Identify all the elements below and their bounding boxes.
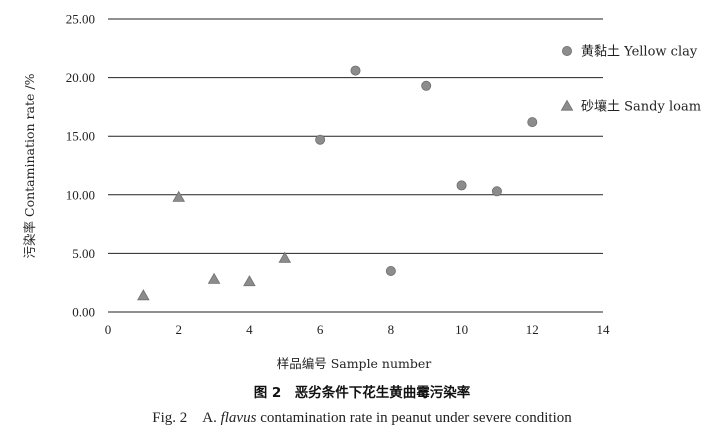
- data-point-sandy-loam: [278, 251, 292, 263]
- legend-label: 砂壤土 Sandy loam: [581, 99, 701, 115]
- y-axis-title: 污染率 Contamination rate /%: [22, 73, 37, 258]
- figure-caption-en: Fig. 2 A. flavus contamination rate in p…: [152, 410, 572, 426]
- y-tick-label: 25.00: [66, 12, 95, 27]
- data-point-yellow-clay: [456, 180, 467, 191]
- data-point-yellow-clay: [491, 186, 502, 197]
- data-point-yellow-clay: [421, 80, 432, 91]
- x-tick-labels: 0 2 4 6 8 10 12 14: [105, 322, 610, 337]
- data-points: [137, 65, 538, 301]
- grid-lines: [108, 18, 603, 313]
- legend: 黄黏土 Yellow clay 砂壤土 Sandy loam: [560, 44, 701, 115]
- x-tick-label: 14: [597, 322, 611, 337]
- x-tick-label: 12: [526, 322, 539, 337]
- figure-caption-cn: 图 2 恶劣条件下花生黄曲霉污染率: [254, 384, 471, 401]
- data-point-yellow-clay: [527, 117, 538, 128]
- x-tick-label: 8: [388, 322, 395, 337]
- legend-label: 黄黏土 Yellow clay: [581, 44, 698, 60]
- y-tick-labels: 0.00 5.00 10.00 15.00 20.00 25.00: [66, 12, 95, 320]
- x-tick-label: 0: [105, 322, 112, 337]
- data-point-sandy-loam: [243, 275, 256, 287]
- data-point-yellow-clay: [315, 134, 326, 145]
- legend-marker: [562, 46, 573, 57]
- x-tick-label: 4: [246, 322, 253, 337]
- x-tick-label: 6: [317, 322, 324, 337]
- x-tick-label: 10: [455, 322, 468, 337]
- y-tick-label: 10.00: [66, 187, 95, 202]
- data-point-yellow-clay: [385, 265, 396, 276]
- caption-en-suffix: contamination rate in peanut under sever…: [256, 410, 572, 426]
- y-tick-label: 0.00: [72, 305, 95, 320]
- legend-marker: [560, 99, 574, 111]
- data-point-sandy-loam: [137, 289, 150, 301]
- x-axis-title: 样品编号 Sample number: [277, 356, 432, 371]
- data-point-sandy-loam: [172, 190, 186, 202]
- x-tick-label: 2: [175, 322, 182, 337]
- y-tick-label: 5.00: [72, 246, 95, 261]
- caption-en-prefix: Fig. 2 A.: [152, 410, 220, 426]
- data-point-yellow-clay: [350, 65, 361, 76]
- y-tick-label: 15.00: [66, 129, 95, 144]
- data-point-sandy-loam: [207, 272, 221, 284]
- y-tick-label: 20.00: [66, 70, 95, 85]
- caption-en-italic: flavus: [221, 410, 257, 426]
